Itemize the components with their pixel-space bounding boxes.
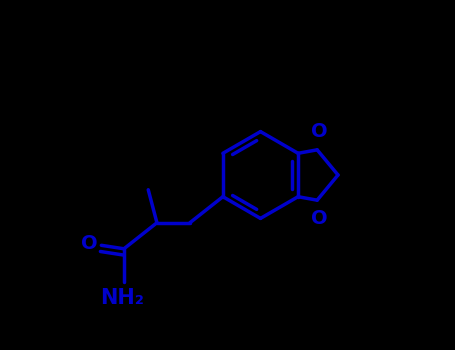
Text: O: O	[311, 122, 327, 141]
Text: O: O	[311, 209, 327, 228]
Text: NH₂: NH₂	[100, 288, 144, 308]
Text: O: O	[81, 234, 98, 253]
